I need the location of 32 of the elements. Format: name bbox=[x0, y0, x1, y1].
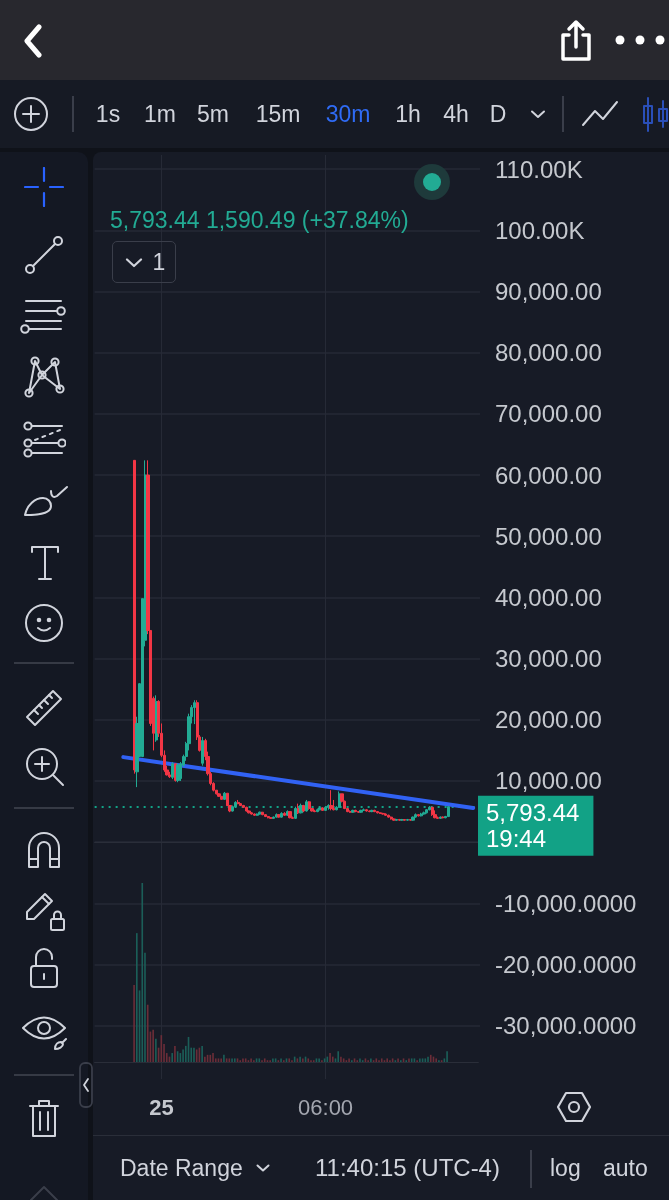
text: 30m bbox=[325, 100, 371, 127]
y-tick-label: 90,000.00 bbox=[495, 277, 602, 305]
toggle-button: 1 bbox=[112, 241, 176, 283]
text: D bbox=[489, 100, 507, 127]
y-tick-label: 70,000.00 bbox=[495, 400, 602, 428]
ref-line-label: 5,793.44 19:44 bbox=[486, 799, 580, 853]
y-tick-label: 40,000.00 bbox=[495, 583, 602, 611]
y-tick-label: 20,000.00 bbox=[495, 706, 602, 734]
y-tick-label: 110.00K bbox=[495, 155, 583, 183]
x-tick-label: 06:00 bbox=[298, 1094, 354, 1120]
y-tick-label: -30,000.0000 bbox=[495, 1012, 637, 1040]
text: 11:40:15 (UTC-4) bbox=[315, 1154, 500, 1181]
text: 5m bbox=[197, 100, 229, 127]
text: 4h bbox=[443, 100, 469, 127]
y-tick-label: -10,000.0000 bbox=[495, 889, 637, 917]
text: Date Range bbox=[120, 1154, 243, 1181]
y-tick-label: 50,000.00 bbox=[495, 522, 602, 550]
y-tick-label: 30,000.00 bbox=[495, 645, 602, 673]
text: 15m bbox=[255, 100, 301, 127]
y-tick-label: 60,000.00 bbox=[495, 461, 602, 489]
y-tick-label: 10,000.00 bbox=[495, 767, 602, 795]
text: 1s bbox=[95, 100, 121, 127]
text: log bbox=[550, 1154, 581, 1181]
text: 1h bbox=[395, 100, 421, 127]
y-tick-label: 80,000.00 bbox=[495, 339, 602, 367]
text: auto bbox=[603, 1154, 648, 1181]
text: 1m bbox=[144, 100, 176, 127]
annotation: 1 bbox=[152, 248, 166, 275]
y-tick-label: -20,000.0000 bbox=[495, 951, 637, 979]
y-tick-label: 100.00K bbox=[495, 216, 585, 244]
x-tick-label: 25 bbox=[149, 1094, 174, 1120]
text: 5,793.44 1,590.49 (+37.84%) bbox=[110, 206, 409, 233]
